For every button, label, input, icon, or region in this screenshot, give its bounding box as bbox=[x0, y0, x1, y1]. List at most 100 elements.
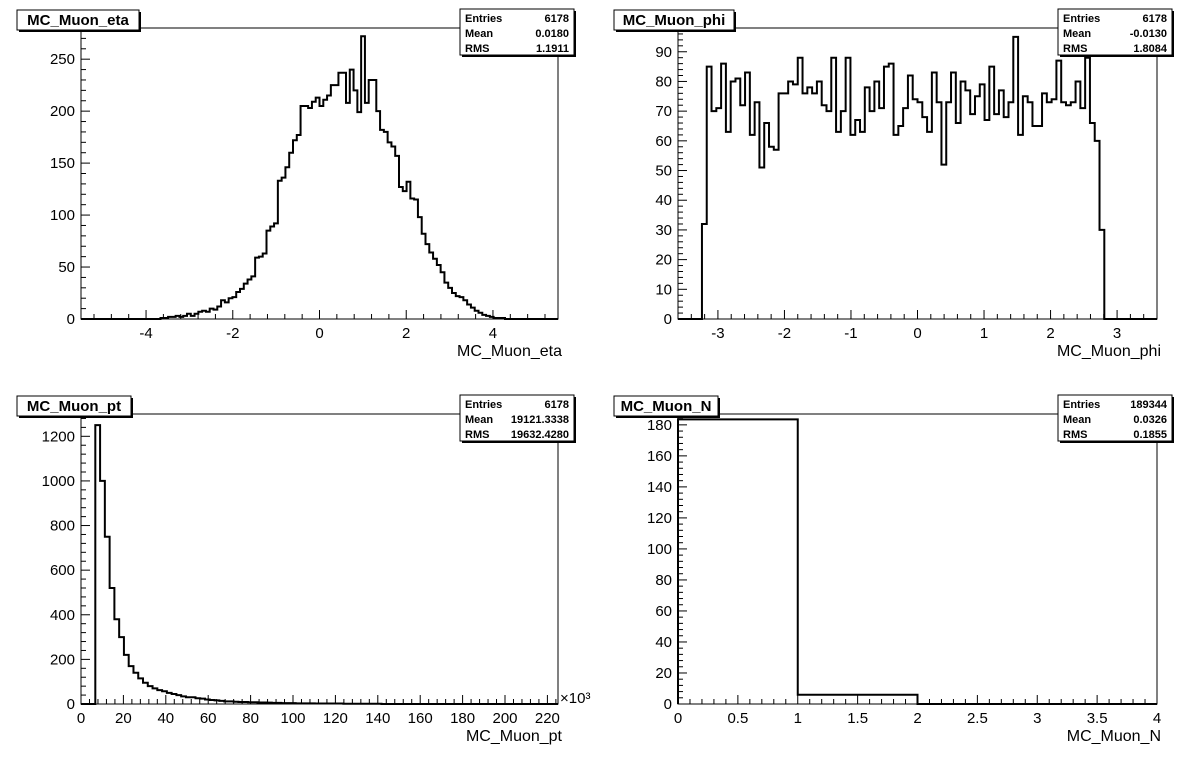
histogram-panel-4: 0 0.5 1 1.5 2 2.5 3 3.5 402040608010012014016018… bbox=[613, 394, 1174, 745]
y-tick-label: 10 bbox=[655, 281, 672, 298]
x-tick-label: -2 bbox=[778, 325, 791, 342]
title-box bbox=[613, 395, 719, 417]
y-tick-label: 90 bbox=[655, 44, 672, 61]
y-tick-label: 200 bbox=[50, 103, 75, 120]
y-tick-label: 40 bbox=[655, 192, 672, 209]
stats-label: RMS bbox=[1063, 43, 1087, 55]
histogram-line bbox=[81, 35, 558, 320]
y-tick-label: 30 bbox=[655, 222, 672, 239]
x-tick-label: 3 bbox=[1113, 325, 1121, 342]
x-tick-label: 80 bbox=[242, 710, 259, 727]
y-tick-label: 40 bbox=[655, 634, 672, 651]
title-box bbox=[16, 395, 132, 417]
stats-value: 0.1855 bbox=[1133, 429, 1167, 441]
x-tick-label: 2 bbox=[1046, 325, 1054, 342]
panel-title: MC_Muon_pt bbox=[27, 398, 121, 415]
y-tick-label: 80 bbox=[655, 572, 672, 589]
stats-value: 0.0326 bbox=[1133, 414, 1167, 426]
y-tick-label: 0 bbox=[664, 311, 672, 328]
x-axis-multiplier: ×10³ bbox=[560, 690, 590, 707]
stats-box bbox=[459, 8, 575, 56]
y-tick-label: 1000 bbox=[42, 473, 75, 490]
stats-value: 0.0180 bbox=[535, 28, 569, 40]
plot-frame bbox=[80, 413, 559, 705]
stats-value: 19632.4280 bbox=[511, 429, 569, 441]
x-tick-label: 1 bbox=[980, 325, 988, 342]
y-tick-label: 80 bbox=[655, 73, 672, 90]
stats-value: 6178 bbox=[545, 399, 569, 411]
histogram-line bbox=[678, 35, 1157, 320]
x-tick-label: -3 bbox=[711, 325, 724, 342]
x-tick-label: 3 bbox=[1033, 710, 1041, 727]
panel-title: MC_Muon_N bbox=[621, 398, 712, 415]
y-tick-label: 100 bbox=[50, 207, 75, 224]
stats-label: Mean bbox=[465, 28, 493, 40]
y-tick-label: 0 bbox=[67, 696, 75, 713]
histogram-panel-1: -4 -2 0 2 4 0 50 100 150 200 250 MC_Muon_eta MC_Muon… bbox=[16, 8, 576, 360]
y-tick-label: 0 bbox=[67, 311, 75, 328]
stats-value: 19121.3338 bbox=[511, 414, 569, 426]
y-tick-label: 0 bbox=[664, 696, 672, 713]
y-tick-label: 1200 bbox=[42, 428, 75, 445]
y-tick-label: 200 bbox=[50, 651, 75, 668]
y-tick-label: 160 bbox=[647, 448, 672, 465]
x-tick-label: -4 bbox=[139, 325, 152, 342]
panel-title: MC_Muon_phi bbox=[623, 12, 726, 29]
y-tick-label: 70 bbox=[655, 103, 672, 120]
stats-label: Mean bbox=[1063, 414, 1091, 426]
histogram-line bbox=[81, 424, 558, 705]
stats-label: Entries bbox=[465, 13, 502, 25]
x-tick-label: -1 bbox=[844, 325, 857, 342]
y-tick-label: 150 bbox=[50, 155, 75, 172]
x-tick-label: 0 bbox=[674, 710, 682, 727]
stats-value: 189344 bbox=[1130, 399, 1168, 411]
x-tick-label: 1 bbox=[794, 710, 802, 727]
y-tick-label: 180 bbox=[647, 417, 672, 434]
stats-label: Mean bbox=[1063, 28, 1091, 40]
stats-label: Mean bbox=[465, 414, 493, 426]
y-tick-label: 100 bbox=[647, 541, 672, 558]
x-tick-label: 0 bbox=[315, 325, 323, 342]
y-tick-label: 50 bbox=[655, 163, 672, 180]
y-tick-label: 250 bbox=[50, 51, 75, 68]
stats-label: Entries bbox=[1063, 13, 1100, 25]
stats-value: 6178 bbox=[1143, 13, 1167, 25]
histogram-panel-2: -3 -2 -1 0 1 2 30102030405060708090MC_Muon_phi… bbox=[613, 8, 1174, 360]
x-tick-label: 200 bbox=[492, 710, 517, 727]
panel-title: MC_Muon_eta bbox=[27, 12, 129, 29]
x-tick-label: 60 bbox=[200, 710, 217, 727]
x-tick-label: 180 bbox=[450, 710, 475, 727]
y-tick-label: 120 bbox=[647, 510, 672, 527]
x-axis-label: MC_Muon_N bbox=[1067, 728, 1161, 745]
y-tick-label: 60 bbox=[655, 133, 672, 150]
x-tick-label: 0.5 bbox=[727, 710, 748, 727]
x-tick-label: 2 bbox=[913, 710, 921, 727]
x-tick-label: 2 bbox=[402, 325, 410, 342]
y-tick-label: 50 bbox=[58, 259, 75, 276]
y-tick-label: 400 bbox=[50, 607, 75, 624]
stats-label: RMS bbox=[1063, 429, 1087, 441]
stats-value: 6178 bbox=[545, 13, 569, 25]
stats-value: 1.8084 bbox=[1133, 43, 1168, 55]
x-axis-label: MC_Muon_pt bbox=[466, 728, 563, 745]
x-tick-label: 1.5 bbox=[847, 710, 868, 727]
x-tick-label: 140 bbox=[365, 710, 390, 727]
x-tick-label: 40 bbox=[157, 710, 174, 727]
y-tick-label: 20 bbox=[655, 252, 672, 269]
x-tick-label: 220 bbox=[535, 710, 560, 727]
x-tick-label: 120 bbox=[323, 710, 348, 727]
x-axis-label: MC_Muon_phi bbox=[1057, 343, 1161, 360]
y-tick-label: 140 bbox=[647, 479, 672, 496]
x-tick-label: 20 bbox=[115, 710, 132, 727]
y-tick-label: 800 bbox=[50, 518, 75, 535]
x-tick-label: 0 bbox=[913, 325, 921, 342]
title-box bbox=[16, 9, 140, 31]
plot-frame bbox=[677, 413, 1158, 705]
x-tick-label: 100 bbox=[280, 710, 305, 727]
x-tick-label: 4 bbox=[489, 325, 497, 342]
plot-frame bbox=[80, 27, 559, 320]
histogram-line bbox=[677, 418, 1157, 705]
stats-label: RMS bbox=[465, 429, 489, 441]
x-tick-label: 4 bbox=[1153, 710, 1161, 727]
